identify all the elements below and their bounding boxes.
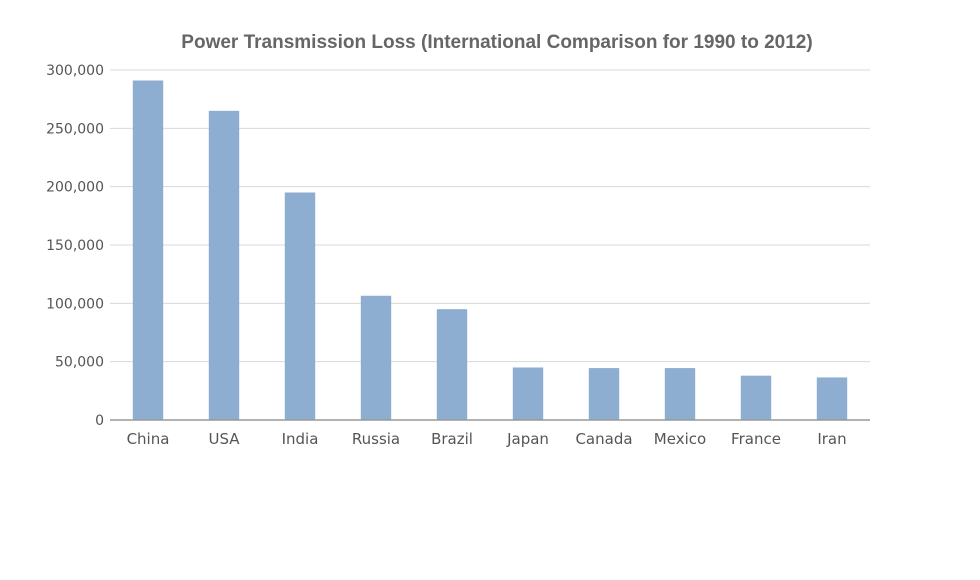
x-tick-label: USA	[208, 430, 240, 448]
bar-mexico	[664, 368, 696, 420]
chart-title: Power Transmission Loss (International C…	[181, 32, 812, 53]
bar-iran	[816, 377, 848, 420]
bar-usa	[208, 110, 240, 420]
y-axis: 0 50,000 100,000 150,000 200,000 250,000 300,0…	[46, 63, 104, 429]
x-tick-label: India	[282, 430, 319, 448]
bar-brazil	[436, 309, 468, 420]
x-tick-label: Canada	[575, 430, 632, 448]
x-tick-label: Russia	[352, 430, 400, 448]
bar-france	[740, 375, 772, 420]
bar-china	[132, 80, 164, 420]
y-tick-label: 0	[95, 413, 104, 429]
bars	[132, 80, 848, 420]
x-axis: China USA India Russia Brazil Japan Canada Mexi…	[127, 430, 847, 448]
y-tick-label: 200,000	[46, 180, 104, 196]
y-tick-label: 250,000	[46, 121, 104, 137]
x-tick-label: China	[127, 430, 170, 448]
bar-india	[284, 192, 316, 420]
y-tick-label: 100,000	[46, 296, 104, 312]
bar-japan	[512, 367, 544, 420]
x-tick-label: France	[731, 430, 781, 448]
y-tick-label: 150,000	[46, 238, 104, 254]
x-tick-label: Brazil	[431, 430, 473, 448]
y-tick-label: 300,000	[46, 63, 104, 79]
x-tick-label: Iran	[817, 430, 846, 448]
bar-russia	[360, 295, 392, 420]
x-tick-label: Mexico	[654, 430, 706, 448]
y-tick-label: 50,000	[55, 355, 104, 371]
bar-canada	[588, 368, 620, 420]
x-tick-label: Japan	[506, 430, 549, 448]
